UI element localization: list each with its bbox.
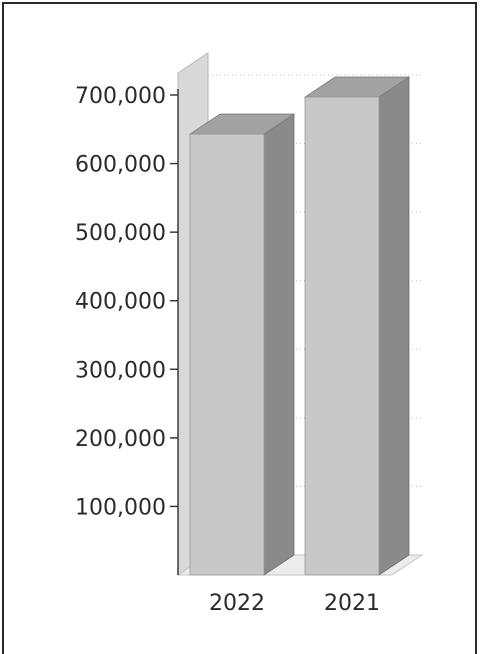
y-tick-label: 300,000 bbox=[75, 358, 166, 383]
y-tick-label: 700,000 bbox=[75, 84, 166, 109]
bar-side-face bbox=[378, 76, 410, 576]
bar-side-face bbox=[263, 113, 295, 576]
y-tick-label: 400,000 bbox=[75, 290, 166, 315]
bar-2022 bbox=[188, 113, 296, 576]
x-tick-label: 2021 bbox=[324, 591, 380, 616]
x-tick-label: 2022 bbox=[209, 591, 265, 616]
bar-front-face bbox=[189, 133, 265, 576]
y-tick-label: 200,000 bbox=[75, 427, 166, 452]
y-tick-label: 500,000 bbox=[75, 221, 166, 246]
bars bbox=[188, 76, 411, 576]
bar-front-face bbox=[304, 96, 380, 576]
y-axis: 100,000 200,000 300,000 400,000 500,000 600,0… bbox=[75, 84, 179, 575]
x-axis: 2022 2021 bbox=[209, 591, 380, 616]
bar-2021 bbox=[303, 76, 411, 576]
y-tick-label: 600,000 bbox=[75, 153, 166, 178]
y-tick-label: 100,000 bbox=[75, 495, 166, 520]
